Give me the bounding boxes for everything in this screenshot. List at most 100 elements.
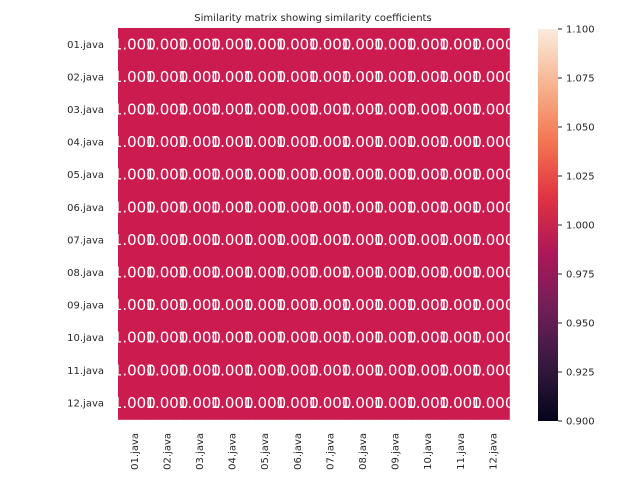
heatmap-cells	[118, 28, 510, 420]
heatmap-cell	[248, 321, 282, 355]
cell-annotation: 1.000	[113, 329, 156, 347]
cell-annotation: 1.000	[113, 198, 156, 216]
cell-annotation: 1.000	[276, 68, 319, 86]
row-label: 03.java	[67, 105, 104, 116]
heatmap-cell	[248, 223, 282, 257]
cell-annotation: 1.000	[406, 133, 449, 151]
cell-annotation: 1.000	[374, 394, 417, 412]
heatmap-cell	[444, 386, 478, 420]
cell-annotation: 1.000	[211, 231, 254, 249]
cell-annotation: 1.000	[471, 101, 514, 119]
cell-annotation: 1.000	[211, 68, 254, 86]
cell-annotation: 1.000	[308, 166, 351, 184]
cell-annotation: 1.000	[178, 264, 221, 282]
cell-annotation: 1.000	[308, 133, 351, 151]
heatmap-cell	[150, 256, 184, 290]
cell-annotation: 1.000	[211, 264, 254, 282]
heatmap-cell	[476, 256, 510, 290]
heatmap-cell	[215, 321, 249, 355]
heatmap-cell	[215, 386, 249, 420]
heatmap-cell	[281, 288, 315, 322]
heatmap-cell	[215, 191, 249, 225]
heatmap-cell	[476, 321, 510, 355]
heatmap-cell	[346, 256, 380, 290]
cell-annotation: 1.000	[178, 394, 221, 412]
heatmap-cell	[476, 125, 510, 159]
column-label: 09.java	[391, 433, 402, 470]
cell-annotation: 1.000	[243, 133, 286, 151]
heatmap-cell	[118, 288, 152, 322]
heatmap-cell	[183, 191, 217, 225]
heatmap-cell	[313, 321, 347, 355]
colorbar-tick-label: 1.025	[566, 172, 595, 183]
heatmap-cell	[378, 288, 412, 322]
heatmap-cell	[281, 321, 315, 355]
row-label: 07.java	[67, 235, 104, 246]
cell-annotation: 1.000	[243, 101, 286, 119]
heatmap-cell	[378, 60, 412, 94]
row-label: 05.java	[67, 170, 104, 181]
row-label: 11.java	[67, 366, 104, 377]
cell-annotation: 1.000	[243, 231, 286, 249]
cell-annotation: 1.000	[145, 68, 188, 86]
colorbar-tick-label: 1.100	[566, 25, 595, 36]
heatmap-cell	[476, 60, 510, 94]
cell-annotation: 1.000	[276, 264, 319, 282]
cell-annotation: 1.000	[374, 231, 417, 249]
heatmap-cell	[313, 256, 347, 290]
cell-annotation: 1.000	[374, 101, 417, 119]
heatmap-cell	[378, 158, 412, 192]
cell-annotation: 1.000	[113, 394, 156, 412]
heatmap-cell	[248, 125, 282, 159]
cell-annotation: 1.000	[308, 35, 351, 53]
cell-annotation: 1.000	[145, 166, 188, 184]
cell-annotation: 1.000	[308, 394, 351, 412]
heatmap-cell	[248, 158, 282, 192]
heatmap-cell	[378, 191, 412, 225]
heatmap-cell	[346, 223, 380, 257]
heatmap-cell	[183, 60, 217, 94]
heatmap-cell	[215, 354, 249, 388]
heatmap-cell	[346, 321, 380, 355]
cell-annotation: 1.000	[471, 231, 514, 249]
heatmap-cell	[215, 28, 249, 62]
cell-annotation: 1.000	[406, 329, 449, 347]
cell-annotation: 1.000	[113, 133, 156, 151]
cell-annotation: 1.000	[341, 296, 384, 314]
heatmap-cell	[150, 288, 184, 322]
heatmap-cell	[118, 223, 152, 257]
cell-annotation: 1.000	[341, 101, 384, 119]
heatmap-cell	[150, 321, 184, 355]
cell-annotation: 1.000	[178, 361, 221, 379]
heatmap-cell	[346, 60, 380, 94]
heatmap-cell	[281, 191, 315, 225]
cell-annotation: 1.000	[406, 68, 449, 86]
row-label: 01.java	[67, 40, 104, 51]
row-label: 06.java	[67, 203, 104, 214]
cell-annotation: 1.000	[439, 264, 482, 282]
cell-annotation: 1.000	[341, 68, 384, 86]
heatmap-cell	[248, 60, 282, 94]
cell-annotation: 1.000	[341, 198, 384, 216]
heatmap-cell	[313, 191, 347, 225]
cell-annotation: 1.000	[471, 394, 514, 412]
heatmap-cell	[215, 256, 249, 290]
heatmap-cell	[313, 223, 347, 257]
cell-annotation: 1.000	[145, 101, 188, 119]
colorbar-tick-label: 1.000	[566, 221, 595, 232]
heatmap-cell	[118, 354, 152, 388]
column-label: 08.java	[358, 433, 369, 470]
heatmap-cell	[150, 93, 184, 127]
cell-annotation: 1.000	[471, 329, 514, 347]
cell-annotation: 1.000	[276, 394, 319, 412]
cell-annotation: 1.000	[471, 166, 514, 184]
cell-annotation: 1.000	[276, 166, 319, 184]
heatmap-cell	[444, 288, 478, 322]
cell-annotation: 1.000	[243, 296, 286, 314]
heatmap-cell	[150, 125, 184, 159]
colorbar-tick-label: 1.050	[566, 123, 595, 134]
cell-annotation: 1.000	[406, 264, 449, 282]
row-label: 10.java	[67, 333, 104, 344]
cell-annotation: 1.000	[439, 198, 482, 216]
heatmap-cell	[476, 93, 510, 127]
